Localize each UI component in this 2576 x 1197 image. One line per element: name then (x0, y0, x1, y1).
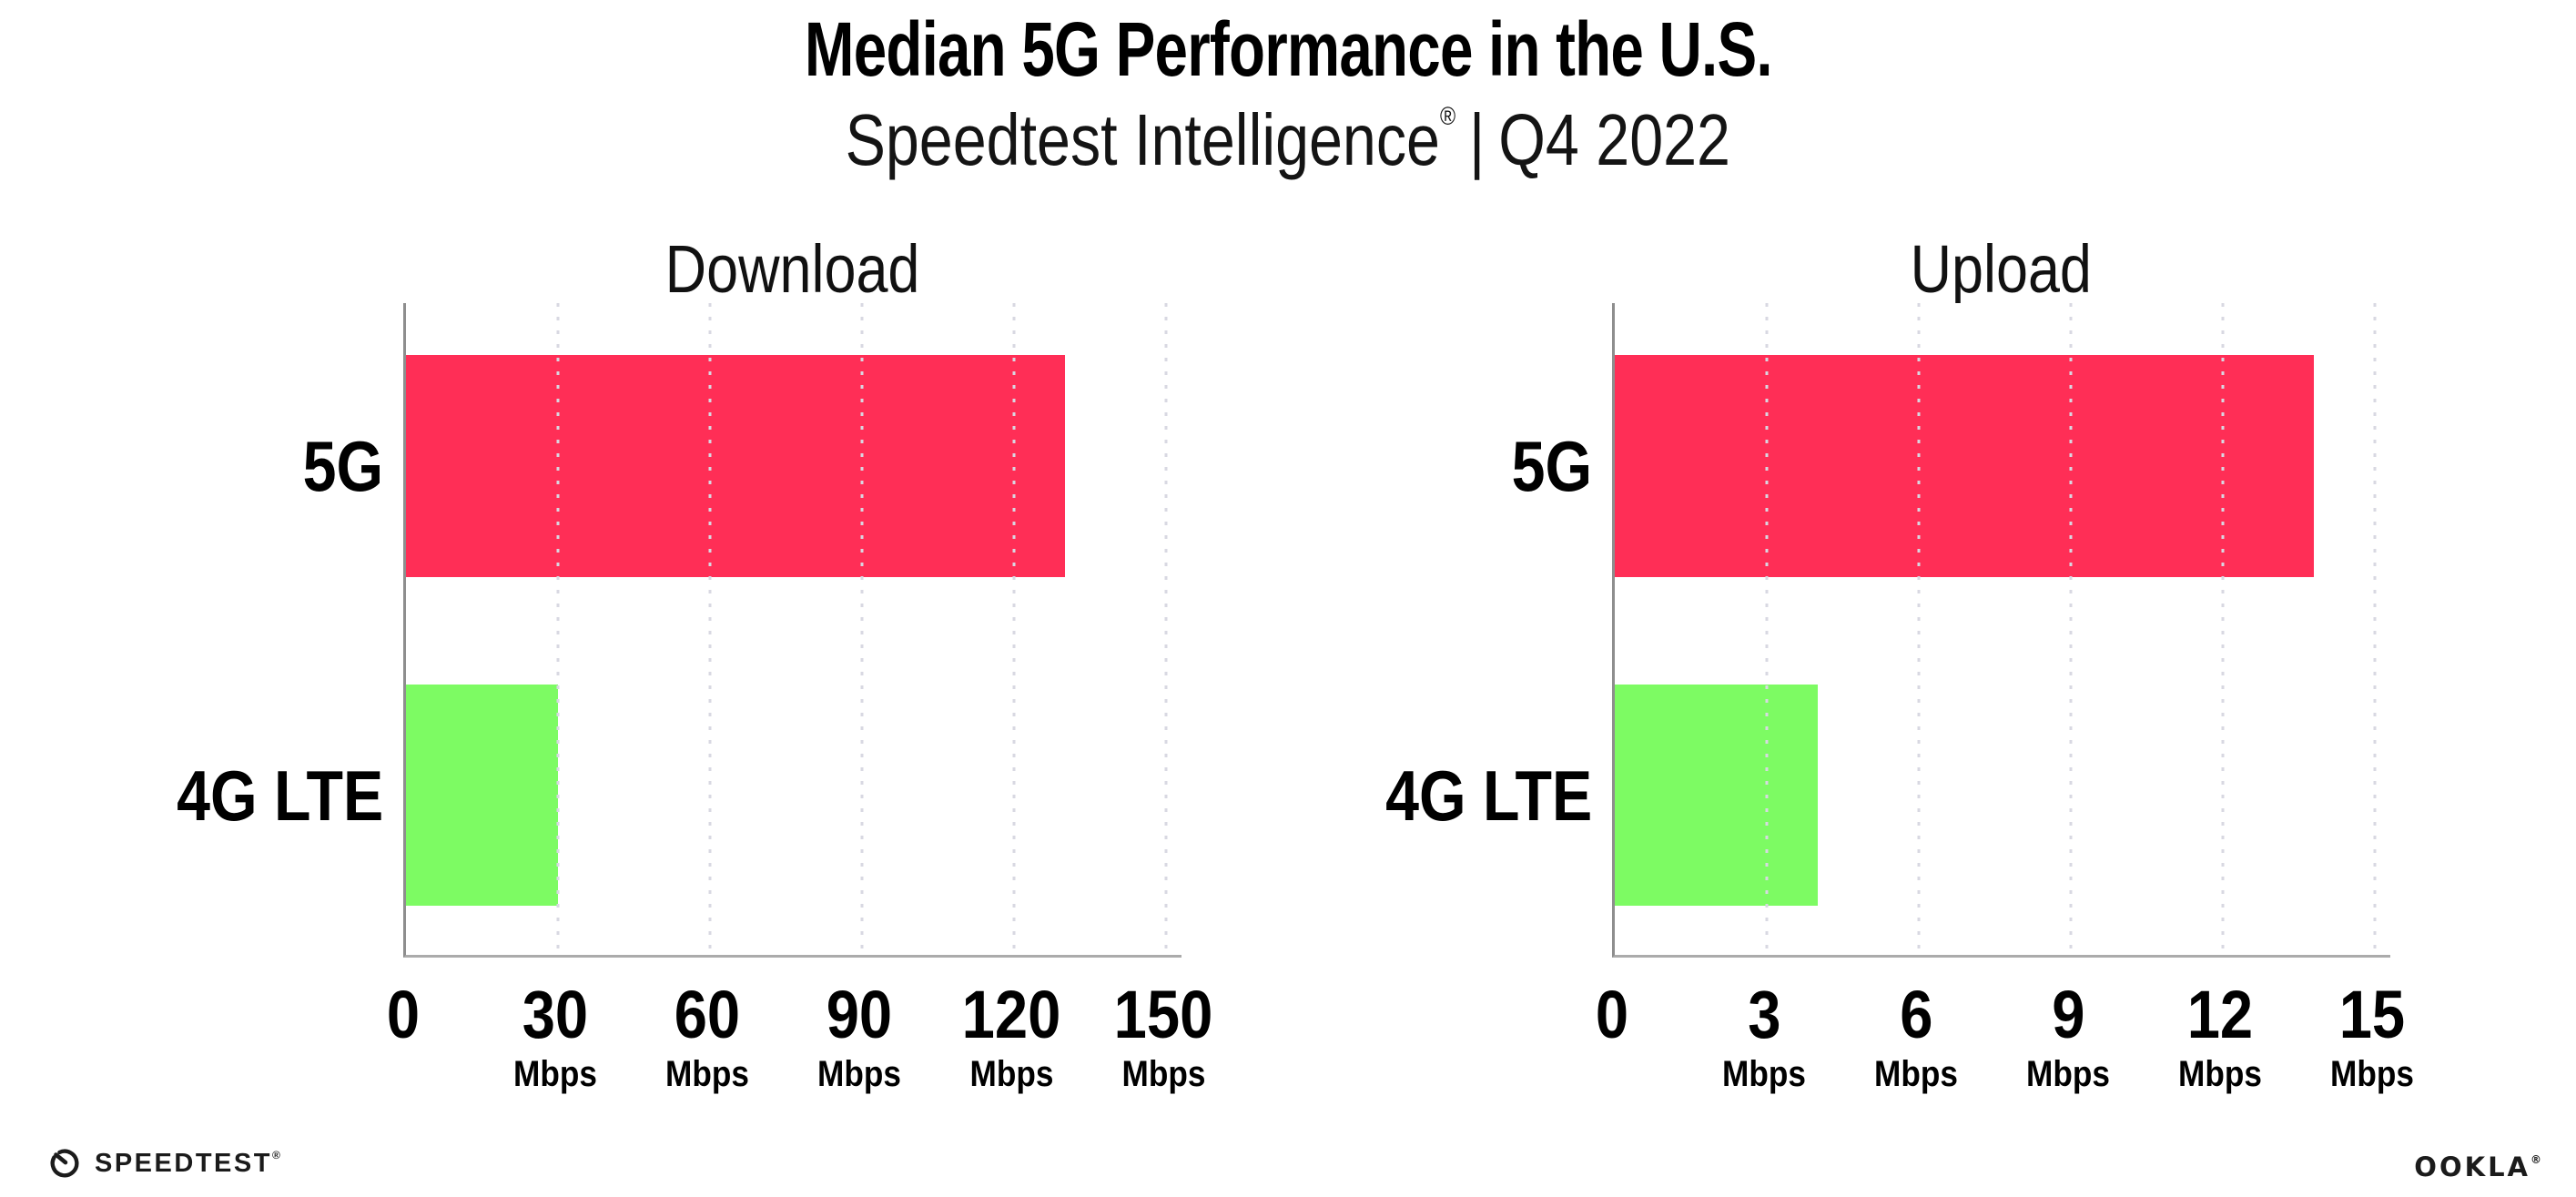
speedtest-registered-mark-icon: ® (271, 1149, 280, 1161)
category-label-4g-lte: 4G LTE (1384, 755, 1592, 836)
tick-value: 30 (522, 977, 589, 1052)
ookla-label: OOKLA (2414, 1151, 2530, 1182)
tick-unit: Mbps (817, 1054, 902, 1094)
x-axis: 0 30 Mbps 60 Mbps 90 Mbps 120 Mbps 150 Mbps (387, 977, 1213, 1145)
gridline (556, 303, 560, 955)
tick-unit: Mbps (2178, 1054, 2263, 1094)
tick-value: 90 (826, 977, 893, 1052)
gridline (860, 303, 864, 955)
tick-value: 15 (2339, 977, 2406, 1052)
x-tick-9: 9 Mbps (2021, 977, 2115, 1094)
tick-unit: Mbps (513, 1054, 597, 1094)
tick-value: 120 (961, 977, 1061, 1052)
gridline (2221, 303, 2225, 955)
category-label-5g: 5G (1511, 426, 1592, 506)
tick-unit: Mbps (1874, 1054, 1959, 1094)
page-subtitle: Speedtest Intelligence® | Q4 2022 (846, 102, 1730, 178)
tick-value: 0 (1595, 977, 1629, 1052)
x-tick-15: 15 Mbps (2325, 977, 2419, 1094)
chart-title: Upload (1910, 231, 2093, 307)
gridline (2373, 303, 2377, 955)
tick-unit: Mbps (969, 1054, 1054, 1094)
x-tick-6: 6 Mbps (1869, 977, 1963, 1094)
tick-value: 9 (2052, 977, 2085, 1052)
charts-row: Download 5G 4G LTE 0 30 Mbps 60 Mbps 90 Mbps 120… (0, 212, 2576, 1093)
ookla-wordmark: OOKLA® (2414, 1151, 2541, 1182)
y-axis-labels: 5G 4G LTE (1353, 303, 1612, 955)
x-tick-120: 120 Mbps (956, 977, 1068, 1094)
tick-value: 0 (386, 977, 421, 1052)
tick-value: 150 (1113, 977, 1213, 1052)
bar-5g (1615, 355, 2315, 577)
plot-area (403, 303, 1182, 958)
speedtest-logo: SPEEDTEST® (47, 1146, 280, 1181)
ookla-registered-mark-icon: ® (2530, 1153, 2541, 1166)
x-tick-0: 0 (1593, 981, 1630, 1049)
x-axis: 0 3 Mbps 6 Mbps 9 Mbps 12 Mbps 15 Mbps (1596, 977, 2414, 1145)
category-label-5g: 5G (302, 426, 383, 506)
gridline (1917, 303, 1921, 955)
speedtest-label: SPEEDTEST (95, 1149, 272, 1178)
chart-title: Download (664, 231, 920, 307)
subtitle-period: Q4 2022 (1498, 99, 1731, 181)
bar-5g (406, 355, 1065, 577)
tick-value: 6 (1900, 977, 1933, 1052)
plot-area (1612, 303, 2390, 958)
tick-unit: Mbps (2026, 1054, 2111, 1094)
gridline (2069, 303, 2073, 955)
tick-value: 60 (674, 977, 741, 1052)
gridline (1012, 303, 1016, 955)
x-tick-12: 12 Mbps (2173, 977, 2267, 1094)
bar-4g-lte (1615, 684, 1818, 907)
tick-unit: Mbps (1722, 1054, 1806, 1094)
registered-mark-icon: ® (1440, 102, 1456, 131)
gridline (1164, 303, 1168, 955)
subtitle-separator: | (1469, 99, 1486, 181)
gridline (1765, 303, 1769, 955)
subtitle-brand: Speedtest Intelligence (845, 99, 1441, 181)
gridline (708, 303, 712, 955)
x-tick-150: 150 Mbps (1108, 977, 1220, 1094)
x-tick-3: 3 Mbps (1717, 977, 1811, 1094)
x-tick-90: 90 Mbps (812, 977, 907, 1094)
speedtest-gauge-icon (50, 1149, 79, 1178)
x-tick-60: 60 Mbps (660, 977, 755, 1094)
tick-unit: Mbps (1121, 1054, 1206, 1094)
category-label-4g-lte: 4G LTE (176, 755, 383, 836)
page-title: Median 5G Performance in the U.S. (804, 6, 1773, 92)
y-axis-labels: 5G 4G LTE (144, 303, 403, 955)
x-tick-30: 30 Mbps (508, 977, 603, 1094)
tick-value: 12 (2187, 977, 2254, 1052)
header: Median 5G Performance in the U.S. Speedt… (0, 9, 2576, 178)
upload-chart: Upload 5G 4G LTE 0 3 Mbps 6 Mbps 9 Mbps 12 Mbps 15… (1353, 212, 2414, 1145)
speedtest-wordmark: SPEEDTEST® (95, 1150, 280, 1177)
x-tick-0: 0 (384, 981, 421, 1049)
tick-value: 3 (1747, 977, 1781, 1052)
download-chart: Download 5G 4G LTE 0 30 Mbps 60 Mbps 90 Mbps 120… (144, 212, 1213, 1145)
tick-unit: Mbps (665, 1054, 750, 1094)
ookla-logo: OOKLA® (2414, 1154, 2541, 1181)
tick-unit: Mbps (2330, 1054, 2415, 1094)
bar-4g-lte (406, 684, 559, 907)
